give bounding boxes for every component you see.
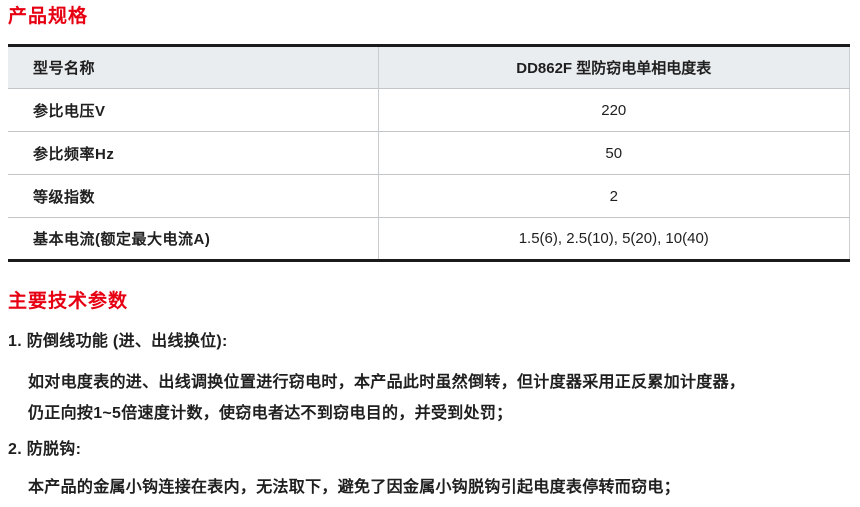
tech-item-2-heading: 2. 防脱钩: (8, 441, 82, 458)
spec-label-class-index: 等级指数 (8, 174, 379, 218)
tech-params-block: 1. 防倒线功能 (进、出线换位): 如对电度表的进、出线调换位置进行窃电时，本… (8, 322, 854, 498)
spec-value-basic-current: 1.5(6), 2.5(10), 5(20), 10(40) (378, 217, 850, 261)
spec-value-frequency: 50 (378, 131, 850, 175)
spec-value-class-index: 2 (378, 174, 850, 218)
spec-value-voltage: 220 (378, 88, 850, 132)
spec-table-header-row: 型号名称 DD862F 型防窃电单相电度表 (8, 45, 850, 89)
spec-label-voltage: 参比电压V (8, 88, 379, 132)
tech-item-2-line-1: 本产品的金属小钩连接在表内，无法取下，避免了因金属小钩脱钩引起电度表停转而窃电； (28, 479, 681, 496)
section-title-product-specs: 产品规格 (8, 6, 89, 27)
spec-table: 型号名称 DD862F 型防窃电单相电度表 参比电压V 220 参比频率Hz 5… (8, 44, 850, 262)
spec-label-model: 型号名称 (8, 45, 379, 89)
spec-value-model: DD862F 型防窃电单相电度表 (378, 45, 850, 89)
spec-table-row: 基本电流(额定最大电流A) 1.5(6), 2.5(10), 5(20), 10… (8, 217, 850, 261)
section-title-tech-params: 主要技术参数 (8, 291, 129, 312)
tech-item-1-line-1: 如对电度表的进、出线调换位置进行窃电时，本产品此时虽然倒转，但计度器采用正反累加… (28, 374, 746, 391)
spec-table-row: 参比电压V 220 (8, 88, 850, 132)
spec-label-frequency: 参比频率Hz (8, 131, 379, 175)
tech-item-1-heading: 1. 防倒线功能 (进、出线换位): (8, 333, 228, 350)
spec-table-row: 等级指数 2 (8, 174, 850, 218)
tech-item-1-line-2: 仍正向按1~5倍速度计数，使窃电者达不到窃电目的，并受到处罚； (28, 405, 513, 422)
spec-table-row: 参比频率Hz 50 (8, 131, 850, 175)
spec-label-basic-current: 基本电流(额定最大电流A) (8, 217, 379, 261)
